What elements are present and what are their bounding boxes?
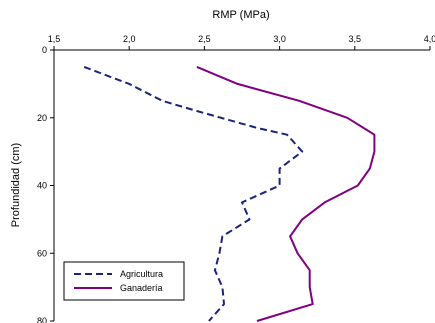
x-tick-label: 3,0 (273, 34, 286, 44)
x-tick-label: 1,5 (48, 34, 61, 44)
legend-label: Agricultura (120, 269, 163, 279)
y-tick-label: 20 (37, 113, 47, 123)
y-axis: 0 20 40 60 80 (37, 45, 55, 323)
y-tick-label: 80 (37, 316, 47, 323)
legend-label: Ganadería (120, 283, 163, 293)
x-tick-label: 2,5 (198, 34, 211, 44)
y-tick-label: 0 (42, 45, 47, 55)
y-axis-title: Profundidad (cm) (10, 143, 22, 227)
x-tick-label: 2,0 (123, 34, 136, 44)
x-tick-label: 3,5 (349, 34, 362, 44)
x-axis: 1,5 2,0 2,5 3,0 3,5 4,0 (48, 34, 435, 51)
x-axis-title: RMP (MPa) (212, 9, 269, 21)
plot-area (83, 65, 376, 322)
x-tick-label: 4,0 (424, 34, 435, 44)
y-tick-label: 60 (37, 248, 47, 258)
y-tick-label: 40 (37, 181, 47, 191)
legend-box (63, 261, 185, 301)
series-line-ganadería (196, 65, 376, 322)
legend: Agricultura Ganadería (63, 261, 185, 301)
